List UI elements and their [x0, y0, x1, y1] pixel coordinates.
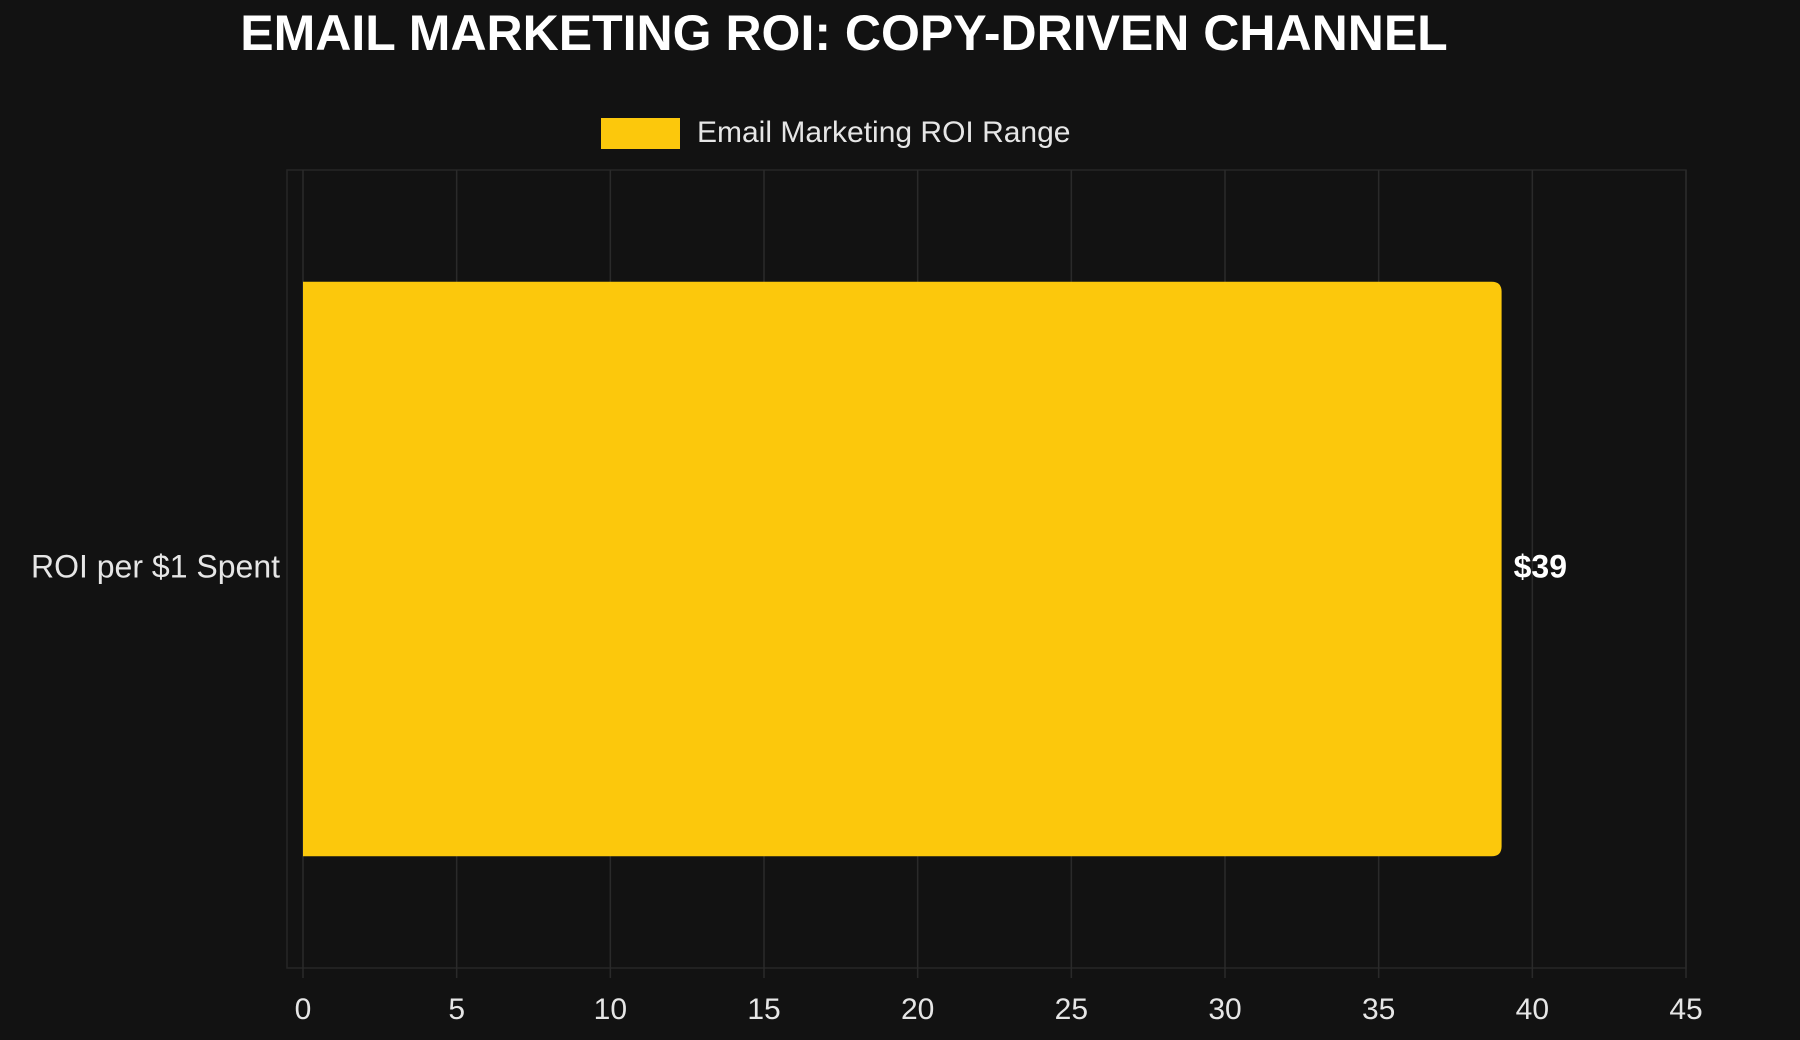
x-tick-label: 45 — [1669, 993, 1702, 1026]
x-tick-label: 0 — [295, 993, 312, 1026]
y-tick-label: ROI per $1 Spent — [31, 548, 280, 584]
legend-label: Email Marketing ROI Range — [697, 116, 1070, 149]
x-tick-label: 10 — [594, 993, 627, 1026]
x-tick-label: 15 — [747, 993, 780, 1026]
value-label: $39 — [1514, 548, 1567, 584]
x-tick-label: 5 — [448, 993, 465, 1026]
chart-title: EMAIL MARKETING ROI: COPY-DRIVEN CHANNEL — [240, 5, 1447, 61]
x-tick-label: 20 — [901, 993, 934, 1026]
x-tick-label: 40 — [1516, 993, 1549, 1026]
bar — [303, 281, 1502, 857]
x-tick-label: 35 — [1362, 993, 1395, 1026]
legend-swatch — [601, 118, 680, 149]
x-tick-label: 25 — [1055, 993, 1088, 1026]
x-tick-label: 30 — [1208, 993, 1241, 1026]
